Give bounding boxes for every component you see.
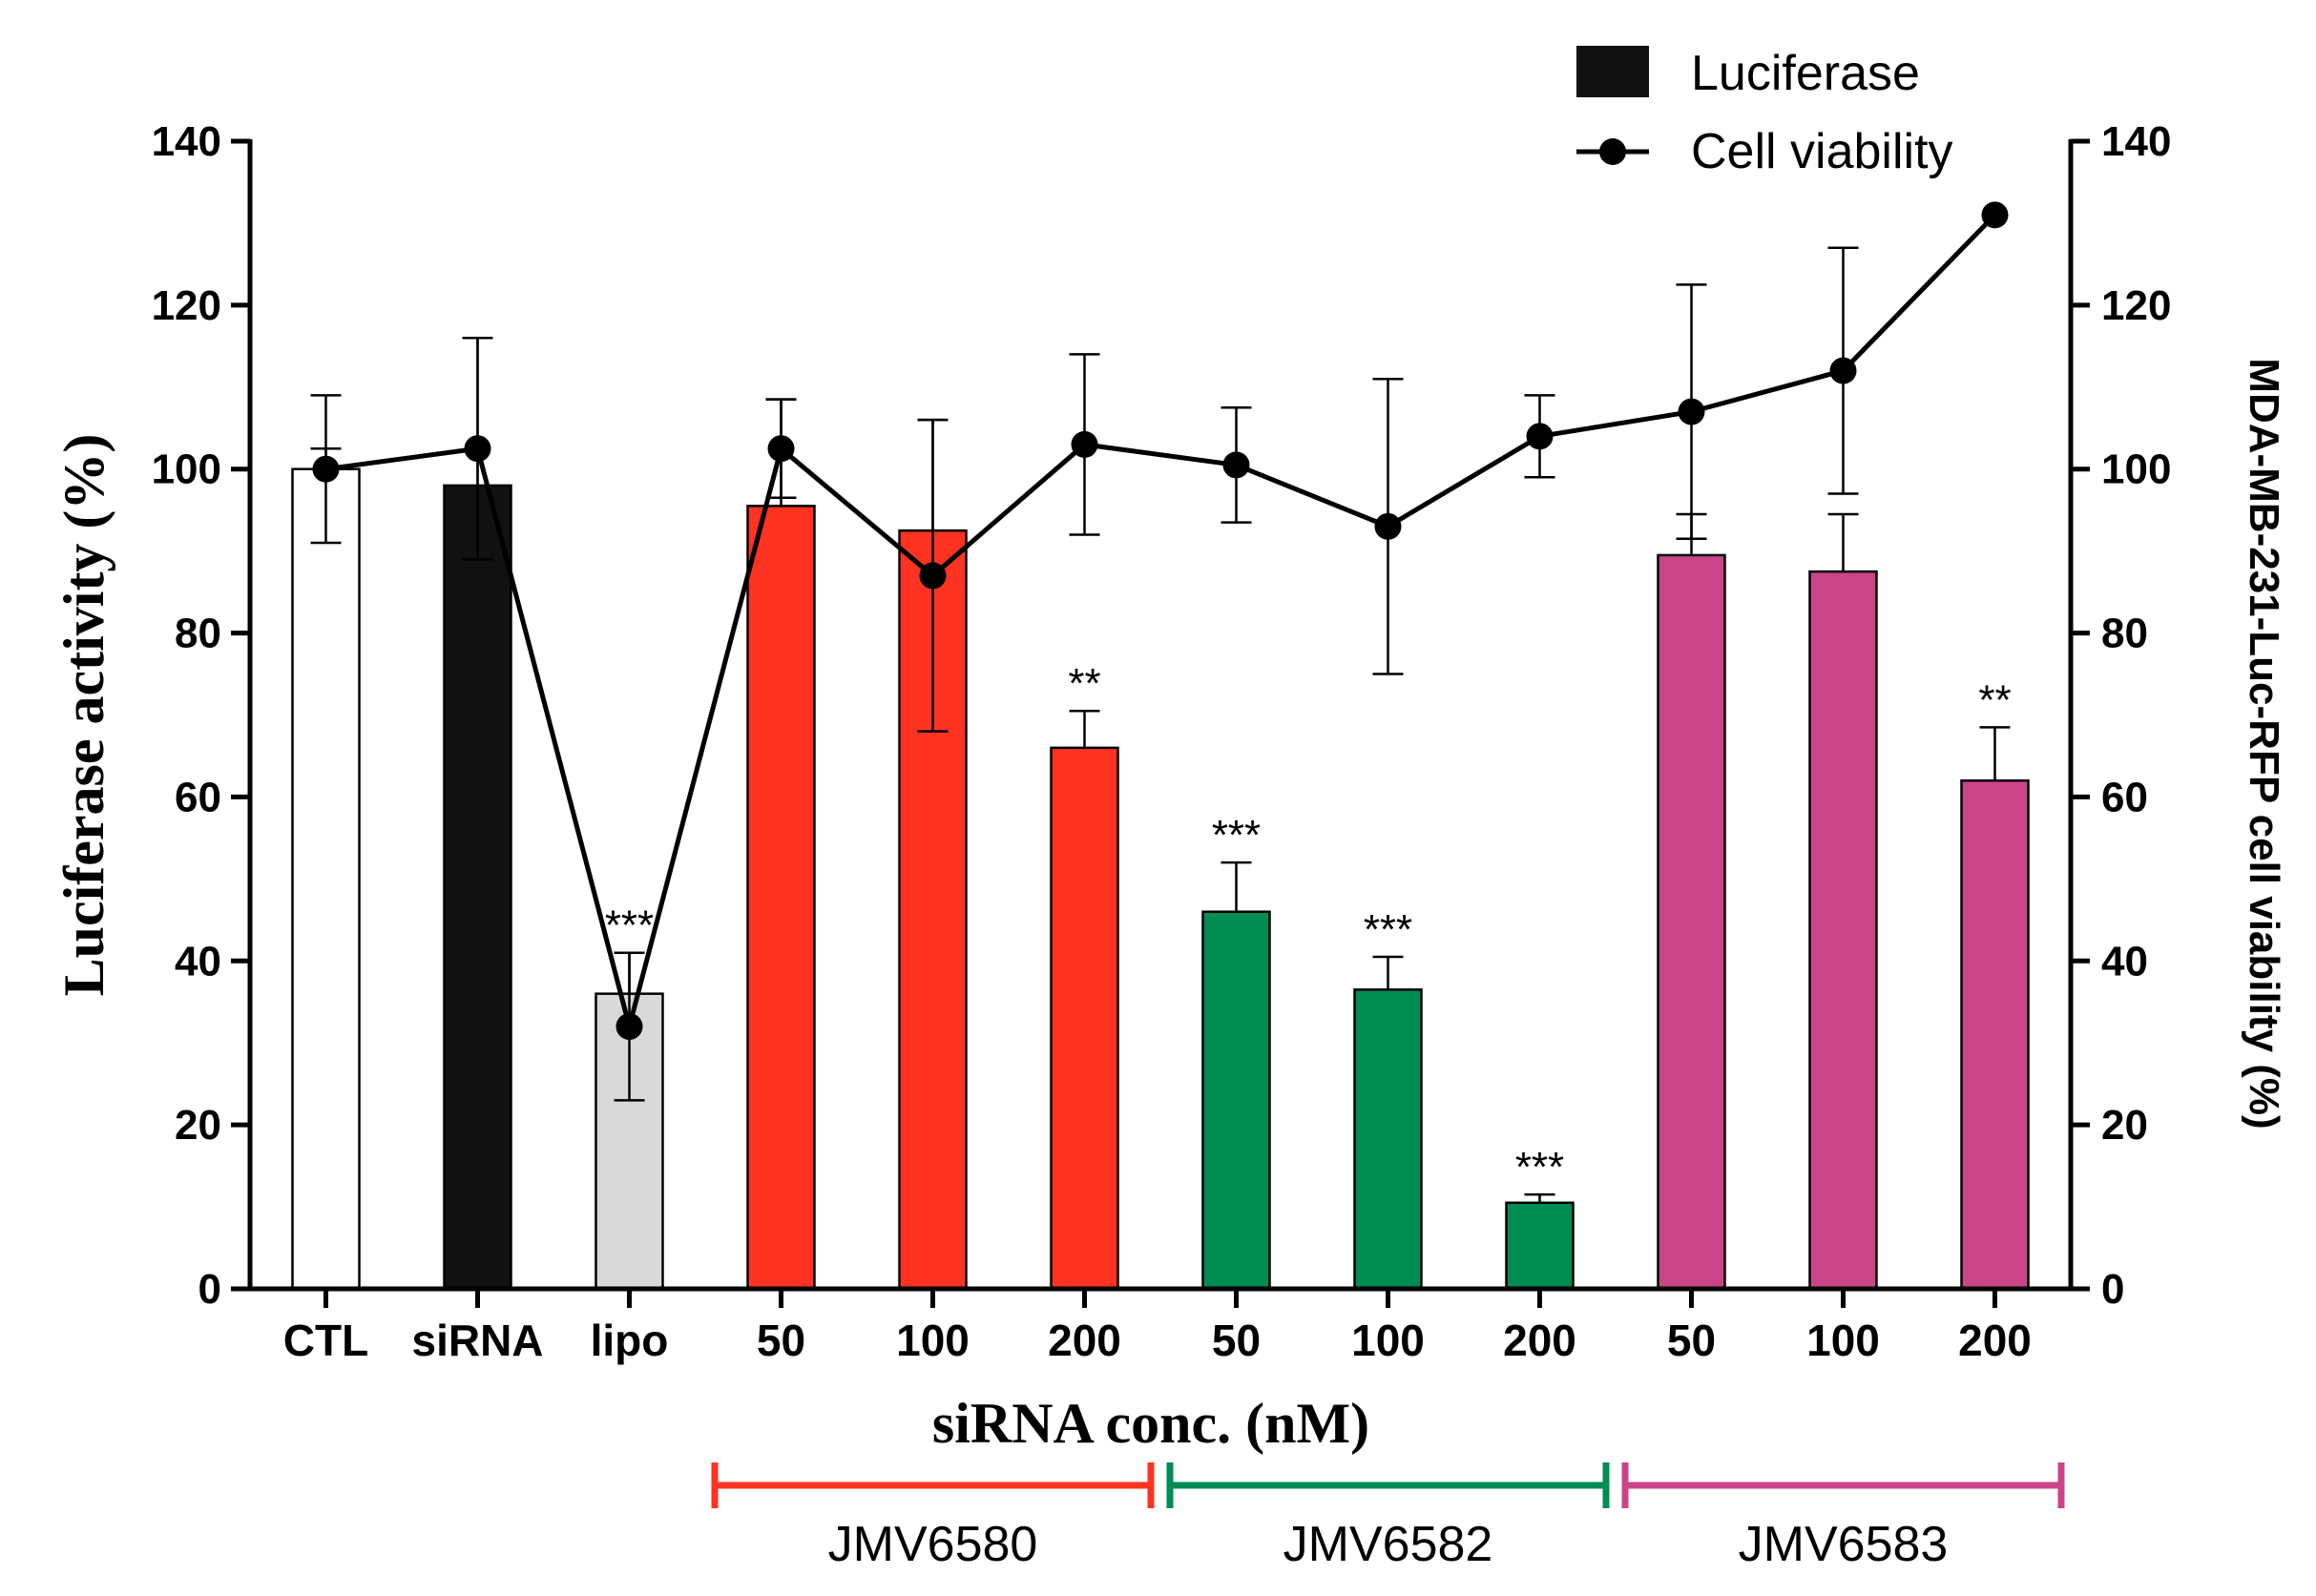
significance-label-2: *** — [605, 902, 654, 949]
group-label-2: JMV6583 — [1739, 1517, 1949, 1572]
bar-8 — [1505, 1201, 1575, 1291]
x-tick-label-2: lipo — [591, 1316, 669, 1365]
viability-point-11 — [1981, 201, 2009, 229]
y-tick-label-right-0: 0 — [2101, 1266, 2124, 1313]
y-tick-label-right-20: 20 — [2101, 1102, 2148, 1149]
viability-point-8 — [1526, 423, 1554, 450]
legend-swatch-marker — [1599, 138, 1626, 165]
viability-point-0 — [312, 455, 340, 483]
y-axis-title-left: Luciferase activity (%) — [52, 434, 115, 997]
y-tick-label-left-60: 60 — [175, 774, 221, 820]
y-tick-label-left-140: 140 — [152, 118, 221, 165]
significance-label-6: *** — [1212, 812, 1261, 859]
y-axis-title-right: MDA-MB-231-Luc-RFP cell viability (%) — [2241, 358, 2287, 1129]
legend-swatch-luciferase — [1576, 46, 1649, 97]
legend-label-cell-viability: Cell viability — [1691, 124, 1953, 179]
viability-point-5 — [1071, 430, 1098, 458]
y-tick-label-right-60: 60 — [2101, 774, 2148, 820]
viability-line — [325, 213, 1997, 1036]
viability-point-6 — [1222, 451, 1250, 479]
bar-3 — [746, 505, 816, 1291]
x-tick-label-10: 100 — [1806, 1316, 1880, 1365]
significance-label-8: *** — [1515, 1144, 1564, 1191]
x-axis-title: siRNA conc. (nM) — [932, 1392, 1369, 1455]
x-tick-label-1: siRNA — [411, 1316, 543, 1365]
significance-label-5: ** — [1068, 660, 1100, 707]
y-tick-label-left-80: 80 — [175, 611, 221, 657]
bar-0 — [291, 467, 361, 1291]
x-tick-label-3: 50 — [757, 1316, 805, 1365]
viability-point-2 — [616, 1013, 643, 1041]
viability-point-9 — [1678, 398, 1705, 425]
bar-11 — [1960, 778, 2030, 1291]
y-tick-label-left-120: 120 — [152, 282, 221, 329]
bar-6 — [1201, 910, 1271, 1291]
bar-9 — [1657, 553, 1726, 1291]
x-tick-label-8: 200 — [1503, 1316, 1576, 1365]
y-tick-label-left-0: 0 — [198, 1266, 221, 1313]
group-label-0: JMV6580 — [828, 1517, 1038, 1572]
bar-7 — [1353, 988, 1423, 1291]
significance-label-11: ** — [1978, 676, 2011, 723]
y-tick-label-right-100: 100 — [2101, 446, 2171, 493]
y-tick-label-right-80: 80 — [2101, 611, 2148, 657]
viability-point-7 — [1374, 512, 1402, 540]
x-tick-label-6: 50 — [1212, 1316, 1261, 1365]
x-tick-label-7: 100 — [1351, 1316, 1425, 1365]
x-tick-label-4: 100 — [896, 1316, 970, 1365]
viability-point-4 — [919, 562, 947, 590]
x-tick-label-9: 50 — [1667, 1316, 1716, 1365]
viability-point-3 — [767, 435, 795, 463]
y-tick-label-left-20: 20 — [175, 1102, 221, 1149]
significance-label-7: *** — [1364, 906, 1412, 953]
viability-point-10 — [1829, 357, 1857, 384]
y-tick-label-right-120: 120 — [2101, 282, 2171, 329]
bar-1 — [443, 484, 512, 1291]
bar-5 — [1050, 746, 1119, 1291]
x-tick-label-11: 200 — [1958, 1316, 2032, 1365]
x-tick-label-0: CTL — [283, 1316, 368, 1365]
viability-point-1 — [464, 435, 491, 463]
y-tick-label-left-40: 40 — [175, 938, 221, 985]
y-tick-label-right-140: 140 — [2101, 118, 2171, 165]
x-tick-label-5: 200 — [1048, 1316, 1121, 1365]
group-label-1: JMV6582 — [1283, 1517, 1493, 1572]
legend-label-luciferase: Luciferase — [1691, 46, 1920, 101]
y-tick-label-left-100: 100 — [152, 446, 221, 493]
bar-10 — [1808, 570, 1878, 1291]
y-tick-label-right-40: 40 — [2101, 938, 2148, 985]
